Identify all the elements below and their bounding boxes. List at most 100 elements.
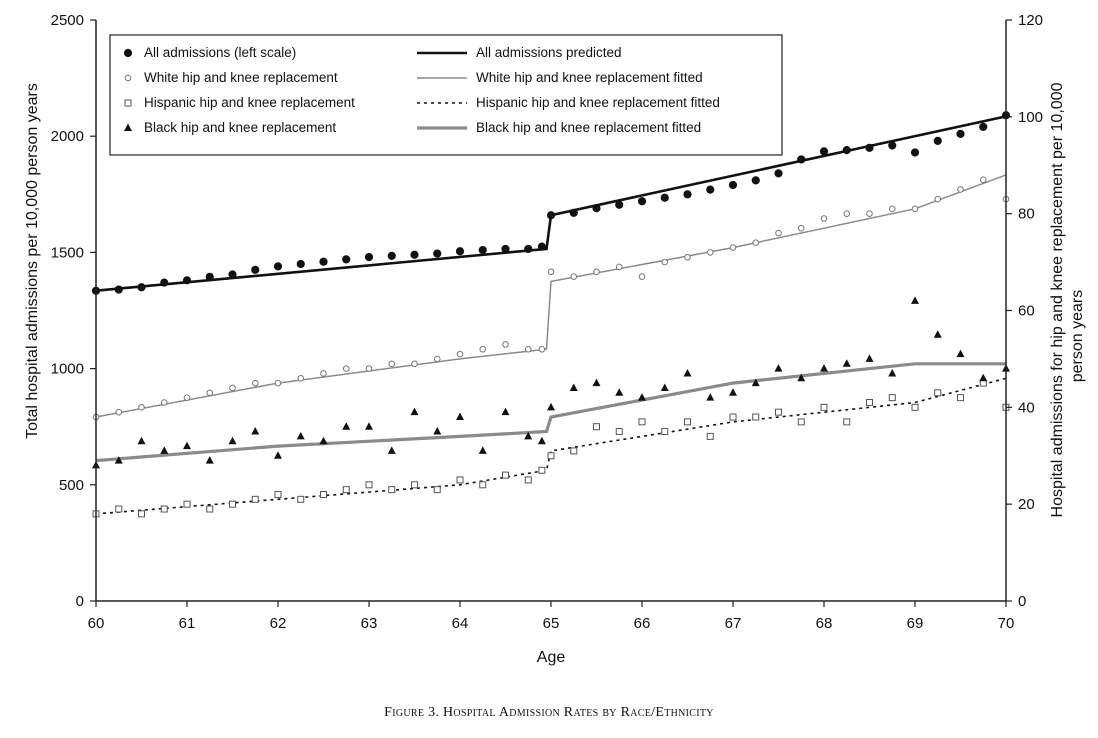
x-tick-label: 68 [816,615,833,632]
white-hip-and-knee-replacement-fitted-line [95,174,1007,418]
all-admissions-left-scale-point [182,276,192,285]
all-admissions-left-scale-point [205,272,214,281]
white-hip-and-knee-replacement-point [615,263,623,271]
white-hip-and-knee-replacement-point [638,273,646,280]
legend-entry-label: Black hip and knee replacement fitted [476,120,701,135]
white-hip-and-knee-replacement-point [570,273,578,280]
black-hip-and-knee-replacement-point [160,446,169,454]
legend: All admissions (left scale) White hip and… [109,34,783,156]
white-hip-and-knee-replacement-point [797,224,805,232]
all-admissions-left-scale-point [342,255,351,264]
black-hip-and-knee-replacement-point [524,431,533,440]
legend-marker-hispanic-hip-and-knee-replacement [124,99,132,107]
black-hip-and-knee-replacement-point [319,436,328,445]
black-hip-and-knee-replacement-point [820,364,828,372]
hispanic-hip-and-knee-replacement-point [229,500,236,508]
y-left-tick-label: 2000 [51,128,84,145]
all-admissions-left-scale-point [387,251,396,260]
figure-caption: Figure 3. Hospital Admission Rates by Ra… [384,705,714,720]
black-hip-and-knee-replacement-point [751,378,760,387]
all-admissions-left-scale-point [683,190,692,199]
x-tick-label: 62 [270,615,287,632]
black-hip-and-knee-replacement-point [683,368,692,377]
y-right-tick-label: 120 [1018,12,1043,29]
black-hip-and-knee-replacement-point [547,402,555,411]
white-hip-and-knee-replacement-point [229,384,236,392]
hispanic-hip-and-knee-replacement-point [775,408,782,416]
y-right-tick-label: 60 [1018,303,1035,320]
all-admissions-left-scale-point [865,143,874,152]
white-hip-and-knee-replacement-point [775,229,782,237]
black-hip-and-knee-replacement-point [433,427,442,435]
black-hip-and-knee-replacement-point [114,456,123,464]
black-hip-and-knee-replacement-point [660,383,669,391]
white-hip-and-knee-replacement-point [479,345,487,353]
y-left-tick-label: 1500 [51,244,84,261]
hispanic-hip-and-knee-replacement-point [752,413,760,421]
hispanic-hip-and-knee-replacement-point [593,423,600,431]
hispanic-hip-and-knee-replacement-point [957,394,964,402]
legend-box [109,34,783,156]
hispanic-hip-and-knee-replacement-point [615,428,623,436]
all-admissions-left-scale-point [364,252,374,262]
all-admissions-left-scale-point [660,193,669,202]
hispanic-hip-and-knee-replacement-point [911,403,919,411]
hispanic-hip-and-knee-replacement-fitted-line [95,377,1007,515]
white-hip-and-knee-replacement-point [843,210,851,217]
all-admissions-left-scale-point [842,146,851,155]
all-admissions-left-scale-point [137,283,146,292]
all-admissions-left-scale-point [537,242,547,251]
legend-marker-white-hip-and-knee-replacement [124,74,132,82]
black-hip-and-knee-replacement-fitted-line [95,362,1006,463]
y-right-tick-label: 0 [1018,593,1026,610]
all-admissions-left-scale-point [910,148,920,157]
black-hip-and-knee-replacement-point [569,383,578,391]
white-hip-and-knee-replacement-point [297,374,305,382]
legend-entry-label: All admissions predicted [476,45,622,60]
all-admissions-left-scale-point [615,200,624,209]
hispanic-hip-and-knee-replacement-point [433,486,441,494]
hispanic-hip-and-knee-replacement-point [206,505,214,513]
all-admissions-left-scale-point [956,129,965,138]
all-admissions-left-scale-point [296,259,305,269]
all-admissions-left-scale-point [546,211,556,220]
legend-entry-label: White hip and knee replacement fitted [476,70,703,85]
black-hip-and-knee-replacement-point [842,359,851,367]
white-hip-and-knee-replacement-point [502,341,509,348]
black-hip-and-knee-replacement-point [183,441,191,450]
white-hip-and-knee-replacement-point [957,186,964,193]
all-admissions-left-scale-point [706,185,715,194]
white-hip-and-knee-replacement-point [911,205,919,213]
fitted-lines-layer [95,115,1007,515]
white-hip-and-knee-replacement-point [979,176,987,184]
x-tick-label: 69 [907,615,924,632]
white-hip-and-knee-replacement-point [661,258,669,266]
hispanic-hip-and-knee-replacement-point [115,505,123,513]
black-hip-and-knee-replacement-point [537,436,546,445]
hispanic-hip-and-knee-replacement-point [138,510,145,518]
white-hip-and-knee-replacement-point [388,360,396,368]
black-hip-and-knee-replacement-point [205,456,214,464]
hispanic-hip-and-knee-replacement-point [456,476,464,484]
black-hip-and-knee-replacement-point [729,388,737,396]
white-hip-and-knee-replacement-point [251,379,259,387]
all-admissions-left-scale-point [478,245,487,255]
hispanic-hip-and-knee-replacement-point [729,413,737,421]
all-admissions-left-scale-point [888,141,897,150]
hispanic-hip-and-knee-replacement-point [934,389,942,397]
white-hip-and-knee-replacement-point [524,345,532,353]
all-admissions-left-scale-point [728,180,738,190]
hispanic-hip-and-knee-replacement-point [365,481,373,489]
legend-marker-black-hip-and-knee-replacement [124,123,132,131]
all-admissions-left-scale-point [751,176,760,185]
hispanic-hip-and-knee-replacement-point [820,403,828,411]
legend-entry-label: Hispanic hip and knee replacement fitted [476,95,720,110]
legend-entry-label: Hispanic hip and knee replacement [144,95,355,110]
white-hip-and-knee-replacement-point [538,345,546,353]
all-admissions-left-scale-point [819,147,829,156]
x-tick-label: 63 [361,615,378,632]
black-hip-and-knee-replacement-point [296,431,305,440]
white-hip-and-knee-replacement-point [342,365,350,372]
x-tick-label: 65 [543,615,560,632]
hispanic-hip-and-knee-replacement-point [570,447,578,455]
